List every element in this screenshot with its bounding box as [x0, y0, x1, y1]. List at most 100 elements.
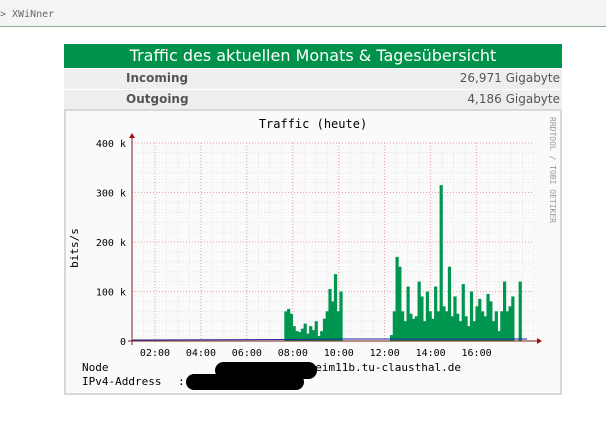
- y-tick-label: 200 k: [96, 238, 126, 249]
- outgoing-value: 4,186 Gigabyte: [467, 92, 560, 106]
- y-tick-label: 300 k: [96, 189, 126, 200]
- traffic-bar: [434, 286, 438, 341]
- x-tick-label: 14:00: [416, 348, 446, 359]
- traffic-bar: [414, 316, 418, 341]
- outgoing-row: Outgoing 4,186 Gigabyte: [64, 89, 562, 110]
- traffic-bar: [483, 316, 487, 341]
- breadcrumb[interactable]: > XWiNner: [0, 9, 55, 20]
- traffic-bar: [284, 311, 288, 341]
- incoming-value: 26,971 Gigabyte: [459, 71, 560, 85]
- traffic-bar: [489, 301, 493, 341]
- traffic-bar: [287, 308, 291, 341]
- traffic-bar: [309, 326, 313, 341]
- x-tick-label: 08:00: [278, 348, 308, 359]
- axes: 02:00 04:00 06:00 08:00 10:00 12:00 14:00 16:00…: [96, 133, 542, 359]
- traffic-bar: [306, 333, 310, 341]
- rrdtool-credit: RRDTOOL / TOBI OETIKER: [548, 117, 557, 223]
- traffic-bar: [518, 281, 522, 341]
- traffic-bar: [392, 311, 396, 341]
- traffic-bar: [461, 284, 465, 341]
- chart-title: Traffic (heute): [259, 117, 367, 131]
- graph-canvas: Traffic (heute) bits/s RRDTOOL / TOBI OE…: [66, 111, 560, 393]
- traffic-bar: [447, 266, 452, 341]
- traffic-bar: [300, 328, 305, 341]
- traffic-bar: [322, 318, 327, 341]
- ipv4-redaction: [186, 374, 304, 390]
- traffic-bar: [511, 296, 515, 341]
- traffic-bar: [456, 313, 460, 341]
- traffic-bar: [467, 326, 471, 341]
- x-tick-label: 02:00: [140, 348, 170, 359]
- node-value: .heim11b.tu-clausthal.de: [302, 361, 461, 374]
- traffic-bar: [458, 321, 463, 341]
- traffic-bar: [475, 306, 479, 341]
- traffic-bar: [401, 311, 405, 341]
- traffic-bar: [491, 321, 496, 341]
- x-tick-label: 04:00: [186, 348, 216, 359]
- traffic-bar: [486, 293, 490, 341]
- traffic-bar: [436, 311, 441, 341]
- traffic-bar: [389, 335, 394, 341]
- traffic-bar: [505, 311, 509, 341]
- traffic-panel: Traffic des aktuellen Monats & Tagesüber…: [64, 44, 562, 110]
- node-label: Node: [82, 361, 109, 374]
- traffic-bar: [314, 321, 318, 341]
- traffic-bar: [409, 313, 413, 341]
- traffic-bar: [339, 291, 343, 341]
- incoming-row: Incoming 26,971 Gigabyte: [64, 68, 562, 89]
- traffic-bar: [398, 266, 402, 341]
- traffic-bar: [295, 331, 299, 341]
- panel-title: Traffic des aktuellen Monats & Tagesüber…: [64, 44, 562, 68]
- incoming-label: Incoming: [126, 71, 189, 85]
- y-axis-label: bits/s: [68, 228, 81, 268]
- traffic-line: [131, 338, 528, 341]
- traffic-bar: [450, 316, 454, 341]
- traffic-bar: [420, 296, 424, 341]
- traffic-bar: [320, 331, 324, 341]
- traffic-graph: Traffic (heute) bits/s RRDTOOL / TOBI OE…: [64, 109, 562, 395]
- traffic-bar: [331, 301, 335, 341]
- traffic-bar: [425, 291, 430, 341]
- traffic-bar: [417, 281, 421, 341]
- traffic-bar: [403, 321, 407, 341]
- traffic-bar: [412, 318, 416, 341]
- traffic-bar: [480, 311, 485, 341]
- x-axis-arrow: [537, 338, 542, 344]
- traffic-bar: [445, 311, 449, 341]
- traffic-bar: [442, 306, 446, 341]
- data-marks: [131, 185, 528, 341]
- traffic-bar: [395, 256, 399, 341]
- traffic-bar: [497, 331, 501, 341]
- traffic-bar: [469, 291, 474, 341]
- y-tick-label: 100 k: [96, 288, 126, 299]
- ipv4-label: IPv4-Address: [82, 375, 162, 388]
- y-axis-arrow: [129, 133, 135, 138]
- y-tick-label: 400 k: [96, 139, 126, 150]
- traffic-bar: [428, 311, 432, 341]
- x-tick-label: 10:00: [324, 348, 354, 359]
- traffic-bar: [303, 323, 307, 341]
- traffic-bar: [453, 296, 457, 341]
- traffic-bar: [298, 332, 302, 341]
- traffic-bar: [325, 311, 329, 341]
- traffic-bar: [472, 321, 476, 341]
- traffic-bar: [478, 298, 482, 341]
- traffic-chart: Traffic (heute) bits/s RRDTOOL / TOBI OE…: [68, 117, 557, 359]
- x-tick-label: 12:00: [370, 348, 400, 359]
- top-bar: > XWiNner: [0, 0, 606, 27]
- traffic-bar: [289, 313, 294, 341]
- x-tick-label: 16:00: [462, 348, 492, 359]
- traffic-bar: [311, 330, 316, 341]
- x-tick-label: 06:00: [232, 348, 262, 359]
- outgoing-label: Outgoing: [126, 92, 189, 106]
- traffic-bar: [333, 274, 338, 341]
- traffic-bar: [406, 286, 410, 341]
- traffic-bar: [317, 336, 321, 341]
- traffic-bar: [464, 316, 468, 341]
- traffic-bar: [494, 311, 498, 341]
- traffic-bar: [292, 326, 296, 341]
- traffic-bar: [336, 311, 340, 341]
- traffic-bar: [500, 311, 504, 341]
- traffic-bar: [431, 318, 435, 341]
- traffic-bar: [439, 185, 443, 341]
